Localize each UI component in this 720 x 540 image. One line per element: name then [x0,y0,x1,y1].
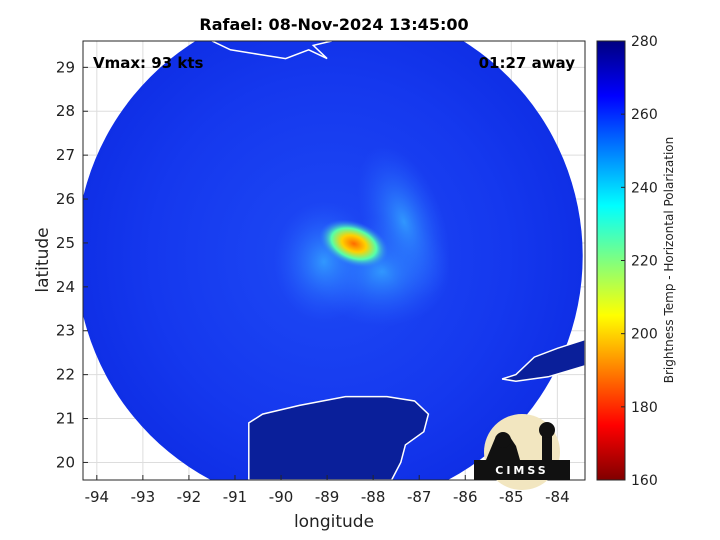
gulf-coastline [211,41,332,60]
heatmap-layer [83,41,585,480]
colorbar-tick-label: 160 [631,473,658,489]
y-tick-label: 25 [56,234,75,252]
time-away-annotation: 01:27 away [479,54,576,72]
y-tick-label: 23 [56,322,75,340]
y-axis-label: latitude [33,227,53,292]
colorbar-tick-label: 220 [631,254,658,270]
x-tick-label: -88 [361,488,386,506]
x-tick-label: -94 [85,488,110,506]
x-tick-label: -85 [499,488,524,506]
y-tick-label: 26 [56,190,75,208]
colorbar-ticks: 160 180 200 220 240 260 280 [621,34,658,489]
y-tick-label: 21 [56,410,75,428]
cuba-land [501,338,585,382]
x-tick-label: -92 [177,488,202,506]
x-tick-label: -90 [269,488,294,506]
colorbar-tick-label: 260 [631,107,658,123]
cimss-logo: CIMSS [474,414,570,490]
x-tick-label: -84 [545,488,570,506]
logo-text: CIMSS [495,464,548,477]
colorbar-tick-label: 280 [631,34,658,50]
x-tick-label: -91 [223,488,248,506]
yucatan-land [248,395,430,480]
y-axis-ticks: 20 21 22 23 24 25 26 27 28 29 [56,58,88,471]
y-tick-label: 29 [56,58,75,76]
x-tick-label: -89 [315,488,340,506]
y-tick-label: 24 [56,278,75,296]
chart-title: Rafael: 08-Nov-2024 13:45:00 [199,15,468,34]
colorbar [596,40,626,481]
axes-box [82,40,586,481]
colorbar-tick-label: 240 [631,180,658,196]
storm-eyewall [319,219,389,268]
y-tick-label: 28 [56,102,75,120]
x-axis-ticks: -94 -93 -92 -91 -90 -89 -88 -87 -86 -85 -84 [85,475,570,506]
colorbar-tick-label: 180 [631,400,658,416]
x-tick-label: -93 [131,488,156,506]
x-axis-label: longitude [294,512,374,532]
x-tick-label: -86 [453,488,478,506]
y-tick-label: 22 [56,366,75,384]
x-tick-label: -87 [407,488,432,506]
y-tick-label: 20 [56,453,75,471]
y-tick-label: 27 [56,146,75,164]
colorbar-tick-label: 200 [631,327,658,343]
vmax-annotation: Vmax: 93 kts [93,54,203,72]
colorbar-label: Brightness Temp - Horizontal Polarizatio… [662,137,676,384]
